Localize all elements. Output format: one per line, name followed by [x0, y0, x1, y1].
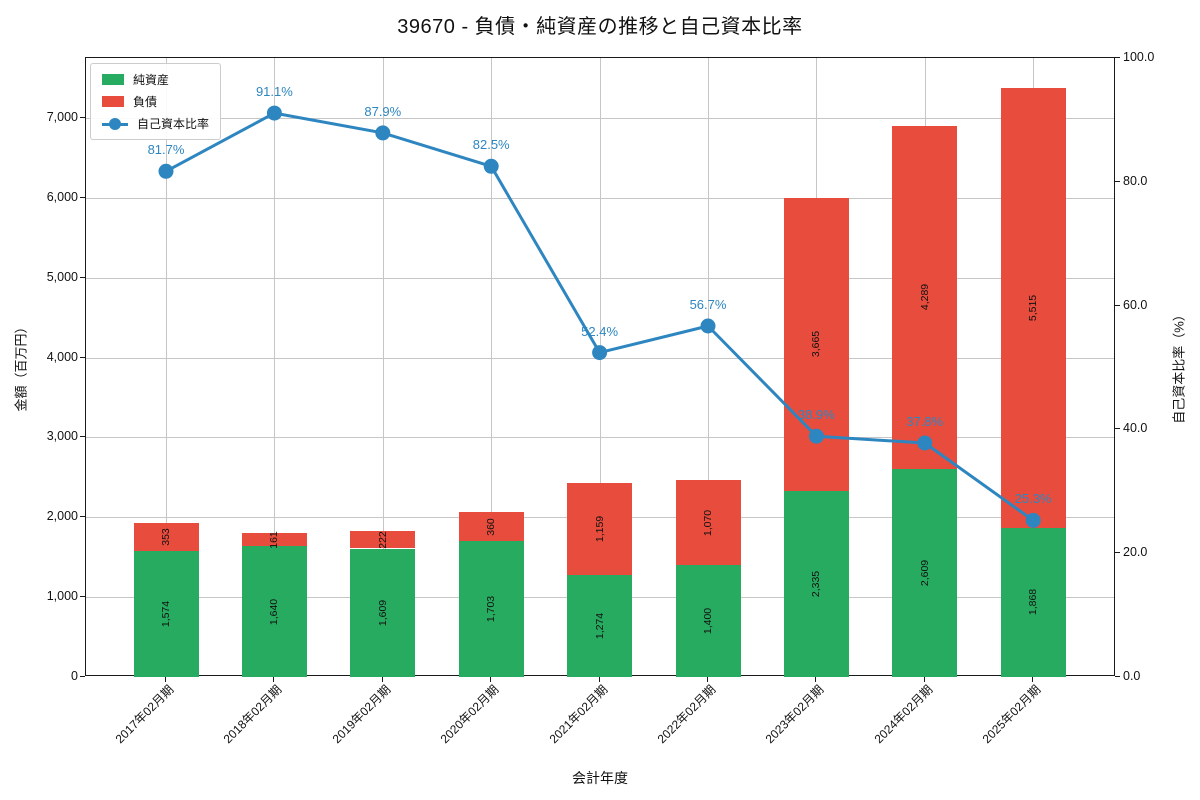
x-axis-tick — [815, 677, 817, 682]
legend: 純資産負債自己資本比率 — [90, 63, 222, 140]
right-axis-tick-label: 60.0 — [1123, 297, 1148, 312]
ratio-line-marker — [917, 435, 933, 451]
left-axis-tick-label: 2,000 — [46, 509, 78, 524]
left-axis-tick-label: 3,000 — [46, 429, 78, 444]
ratio-line-marker — [375, 125, 391, 141]
bar-segment-equity — [567, 575, 633, 677]
ratio-line-marker — [266, 105, 282, 121]
vertical-gridline — [708, 58, 709, 675]
bar-segment-liabilities — [567, 482, 633, 576]
bar-segment-liabilities — [350, 530, 416, 549]
bar-segment-liabilities — [458, 512, 524, 541]
ratio-value-label: 56.7% — [689, 297, 727, 312]
bar-segment-equity — [892, 468, 958, 677]
bar-segment-liabilities — [892, 126, 958, 469]
left-axis-tick-label: 6,000 — [46, 189, 78, 204]
chart-title: 39670 - 負債・純資産の推移と自己資本比率 — [397, 16, 803, 38]
bar-segment-equity — [675, 565, 741, 677]
legend-swatch-equity — [102, 74, 124, 85]
vertical-gridline — [166, 58, 167, 675]
bar-segment-equity — [350, 548, 416, 677]
right-axis-tick-label: 40.0 — [1123, 421, 1148, 436]
legend-item-label: 自己資本比率 — [137, 117, 210, 131]
left-axis-tick-label: 1,000 — [46, 589, 78, 604]
bar-segment-equity — [133, 551, 199, 677]
right-axis-tick-label: 0.0 — [1123, 669, 1141, 683]
left-axis-tick-label: 4,000 — [46, 349, 78, 364]
ratio-line-marker — [592, 345, 608, 361]
right-axis-tick — [1115, 428, 1120, 430]
legend-item: 純資産 — [102, 71, 209, 88]
x-axis-tick — [923, 677, 925, 682]
bar-segment-equity — [458, 541, 524, 677]
x-axis-tick — [273, 677, 275, 682]
left-axis-title: 金額（百万円） — [13, 320, 29, 412]
ratio-value-label: 52.4% — [581, 323, 619, 339]
x-axis-tick — [1032, 677, 1034, 682]
ratio-value-label: 37.8% — [906, 414, 944, 429]
x-axis-tick — [490, 677, 492, 682]
right-axis-tick — [1115, 676, 1120, 677]
left-axis-tick — [80, 276, 85, 278]
vertical-gridline — [382, 58, 384, 675]
legend-item: 負債 — [102, 93, 209, 110]
right-axis-title: 自己資本比率（%） — [1171, 308, 1187, 424]
ratio-line-marker — [700, 318, 716, 334]
legend-swatch-liabilities — [102, 96, 124, 107]
ratio-value-label: 87.9% — [364, 103, 402, 119]
bar-segment-equity — [1000, 527, 1066, 677]
left-axis-tick — [80, 596, 85, 598]
left-axis-tick-label: 5,000 — [46, 269, 78, 284]
x-axis-tick — [165, 677, 166, 682]
left-axis-tick — [80, 196, 85, 198]
left-axis-tick — [80, 436, 85, 438]
right-axis-tick — [1115, 180, 1120, 182]
x-axis-title: 会計年度 — [572, 770, 628, 786]
ratio-line-marker — [808, 428, 824, 444]
legend-item-label: 純資産 — [133, 73, 170, 87]
bar-segment-liabilities — [675, 479, 741, 566]
left-axis-tick — [80, 117, 85, 118]
vertical-gridline — [274, 58, 276, 675]
legend-swatch-ratio-line — [102, 117, 128, 131]
left-axis-tick — [80, 356, 85, 358]
left-axis-tick — [80, 516, 85, 518]
x-axis-tick — [381, 677, 383, 682]
vertical-gridline — [599, 58, 601, 675]
bar-segment-liabilities — [1000, 87, 1066, 528]
left-axis-tick-label: 0 — [71, 669, 78, 683]
ratio-value-label: 25.3% — [1014, 491, 1052, 507]
plot-area: 1,574 353 1,640 161 1,609 222 1,703 360 1,274 1,1… — [85, 57, 1115, 677]
right-axis-tick-label: 80.0 — [1123, 173, 1148, 188]
vertical-gridline — [491, 58, 493, 675]
legend-item-label: 負債 — [133, 95, 158, 109]
ratio-value-label: 81.7% — [147, 142, 185, 158]
left-axis-tick-label: 7,000 — [46, 110, 78, 124]
ratio-line-marker — [483, 158, 499, 174]
ratio-value-label: 82.5% — [472, 137, 510, 153]
ratio-value-label: 91.1% — [255, 84, 293, 100]
right-axis-tick — [1115, 57, 1120, 58]
ratio-line-marker — [1025, 512, 1041, 528]
ratio-line-marker — [158, 163, 174, 179]
bar-segment-liabilities — [133, 523, 199, 552]
legend-item: 自己資本比率 — [102, 115, 209, 132]
equity-ratio-line — [158, 105, 1041, 528]
bar-segment-liabilities — [241, 533, 307, 547]
right-axis-tick-label: 100.0 — [1123, 50, 1155, 64]
legend-line-marker — [109, 117, 121, 130]
bar-segment-equity — [241, 546, 307, 677]
bar-segment-equity — [783, 490, 849, 677]
ratio-value-label: 38.9% — [797, 407, 835, 423]
x-axis-tick — [598, 677, 600, 682]
right-axis-tick-label: 20.0 — [1123, 545, 1148, 560]
x-axis-tick — [707, 677, 708, 682]
ratio-line-path — [165, 111, 1035, 522]
left-axis-tick — [80, 676, 85, 677]
right-axis-tick — [1115, 552, 1120, 554]
right-axis-tick — [1115, 304, 1120, 306]
